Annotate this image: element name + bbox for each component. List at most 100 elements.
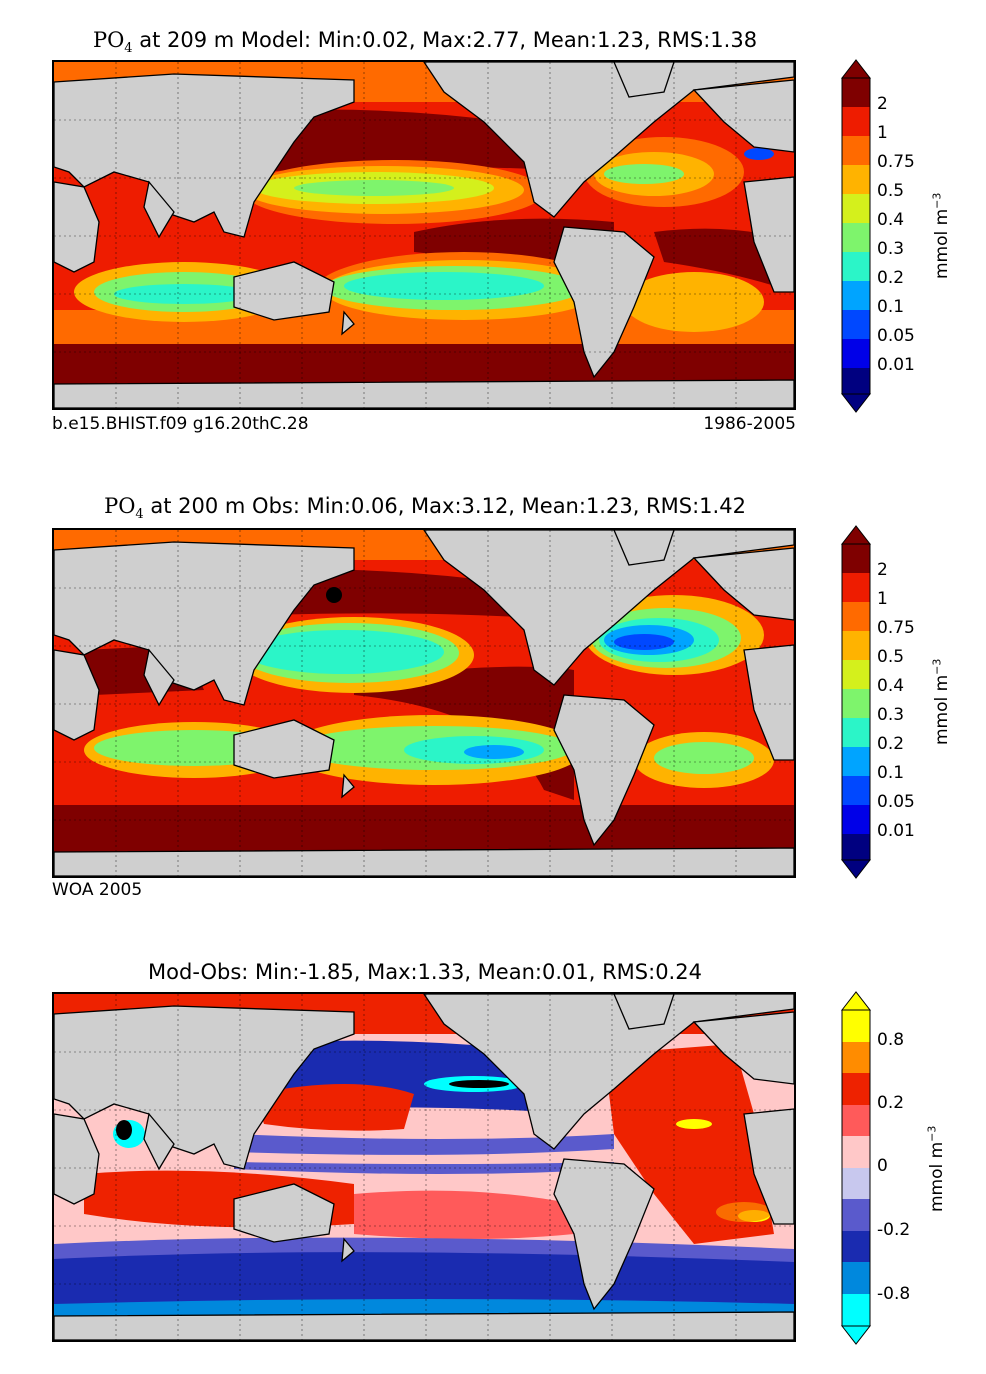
p1-cb-tick-8: 0.05 <box>877 326 915 346</box>
p2-cb-tick-7: 0.1 <box>877 763 905 783</box>
p3-satl-orange <box>716 1202 772 1222</box>
p1-spac-c <box>344 272 544 300</box>
p1-cb-tick-6: 0.2 <box>877 268 905 288</box>
p1-satl-o <box>624 272 764 332</box>
p1-cb-tick-4: 0.4 <box>877 210 905 230</box>
p1-land-europe <box>692 79 794 153</box>
p1-cb-seg7 <box>842 281 870 310</box>
p1-cb-seg0 <box>842 78 870 107</box>
p2-cb-tick-9: 0.01 <box>877 821 915 841</box>
panel1-footer-right: 1986-2005 <box>703 414 796 434</box>
p1-cb-seg6 <box>842 252 870 281</box>
p3-land-nz <box>341 1237 355 1263</box>
p1-land-australia <box>233 261 335 321</box>
p1-cb-seg9 <box>842 339 870 368</box>
panel3-title: Mod-Obs: Min:-1.85, Max:1.33, Mean:0.01,… <box>148 960 702 984</box>
p1-cb-tick-3: 0.5 <box>877 181 905 201</box>
p1-cb-unit-text: mmol m <box>932 208 953 280</box>
p2-land-africa <box>54 649 100 741</box>
panel2-title-sub: 4 <box>135 507 144 523</box>
p2-land-india <box>143 648 175 707</box>
p3-land-greenland <box>613 994 675 1030</box>
p2-cb-seg8 <box>842 776 870 805</box>
p3-cb-seg7 <box>842 1231 870 1262</box>
p2-cb-seg1 <box>842 573 870 602</box>
p3-cb-tick-0: 0.8 <box>877 1030 905 1050</box>
p1-cb-unit: mmol m−3 <box>930 193 952 279</box>
p3-cb-seg9 <box>842 1294 870 1326</box>
p1-cb-seg2 <box>842 136 870 165</box>
p3-cb-tick-2: 0 <box>877 1156 888 1176</box>
p3-land-europe <box>692 1011 794 1085</box>
p1-land-antarctica <box>54 379 794 408</box>
p3-cb-seg4 <box>842 1136 870 1168</box>
p3-eq-blue <box>234 1134 614 1174</box>
panel1-title-rest: at 209 m Model: Min:0.02, Max:2.77, Mean… <box>139 28 758 52</box>
panel2-map <box>52 528 796 878</box>
panel2-title-species: PO <box>104 494 136 518</box>
p2-cb-unit-text: mmol m <box>932 674 953 746</box>
p3-land-india <box>143 1112 175 1171</box>
p2-spac-b <box>464 745 524 759</box>
p2-cb-seg9 <box>842 805 870 834</box>
p3-land-africa <box>54 1113 100 1205</box>
p3-cb-seg0 <box>842 1010 870 1042</box>
p3-cb-tick-4: -0.8 <box>877 1284 911 1304</box>
p2-npac-dot <box>326 587 342 603</box>
p2-land-antarctica <box>54 847 794 876</box>
p3-natl-red <box>604 1044 774 1244</box>
p2-cb-seg2 <box>842 602 870 631</box>
p1-cb-seg8 <box>842 310 870 339</box>
p3-land-australia <box>233 1183 335 1243</box>
p1-cb-tick-5: 0.3 <box>877 239 905 259</box>
p2-cb-tick-2: 0.75 <box>877 618 915 638</box>
panel1-title: PO4 at 209 m Model: Min:0.02, Max:2.77, … <box>30 28 820 56</box>
p2-cb-seg7 <box>842 747 870 776</box>
p3-cb-top-arrow <box>840 991 872 1011</box>
p2-cb-top-arrow <box>840 525 872 545</box>
p2-cb-seg5 <box>842 689 870 718</box>
p2-land-australia <box>233 719 335 779</box>
p3-cb-seg1 <box>842 1042 870 1073</box>
p3-cb-bot-arrow <box>840 1325 872 1345</box>
panel1-colorbar <box>840 59 872 413</box>
p1-land-africa <box>54 181 100 273</box>
p1-cb-seg10 <box>842 368 870 394</box>
p2-cb-tick-1: 1 <box>877 589 888 609</box>
p3-land-namerica <box>423 994 794 1150</box>
p2-cb-tick-4: 0.4 <box>877 676 905 696</box>
p1-cb-frame <box>841 77 871 395</box>
p2-cb-seg3 <box>842 631 870 660</box>
p1-cb-tick-9: 0.01 <box>877 355 915 375</box>
panel3-map <box>52 992 796 1342</box>
p2-cb-unit-exp: −3 <box>930 658 944 675</box>
p1-cb-seg3 <box>842 165 870 194</box>
p1-cb-seg4 <box>842 194 870 223</box>
p2-cb-tick-6: 0.2 <box>877 734 905 754</box>
p3-cb-seg5 <box>842 1168 870 1199</box>
p2-cb-frame <box>841 543 871 861</box>
p2-cb-seg6 <box>842 718 870 747</box>
p3-cb-frame <box>841 1009 871 1327</box>
p3-cb-unit-exp: −3 <box>925 1125 939 1142</box>
p2-land-europe <box>692 547 794 621</box>
panel1-title-species: PO <box>92 28 125 52</box>
panel2-colorbar <box>840 525 872 879</box>
p3-land-samerica <box>553 1158 655 1311</box>
p2-satl-g <box>654 742 754 774</box>
p3-spac-red <box>354 1190 574 1239</box>
p1-land-india <box>143 180 175 239</box>
panel1-footer-left: b.e15.BHIST.f09 g16.20thC.28 <box>52 414 309 434</box>
p2-cb-seg10 <box>842 834 870 860</box>
p1-land-greenland <box>613 62 675 98</box>
p3-cb-unit: mmol m−3 <box>925 1126 947 1212</box>
p3-npac-black <box>449 1080 509 1088</box>
p2-cb-tick-5: 0.3 <box>877 705 905 725</box>
p2-cb-tick-3: 0.5 <box>877 647 905 667</box>
p3-arabian-black <box>116 1120 132 1140</box>
p3-cb-seg6 <box>842 1199 870 1231</box>
panel2-footer-left: WOA 2005 <box>52 880 143 900</box>
p1-cb-tick-0: 2 <box>877 94 888 114</box>
p2-cb-unit: mmol m−3 <box>930 659 952 745</box>
panel1-map <box>52 60 796 410</box>
